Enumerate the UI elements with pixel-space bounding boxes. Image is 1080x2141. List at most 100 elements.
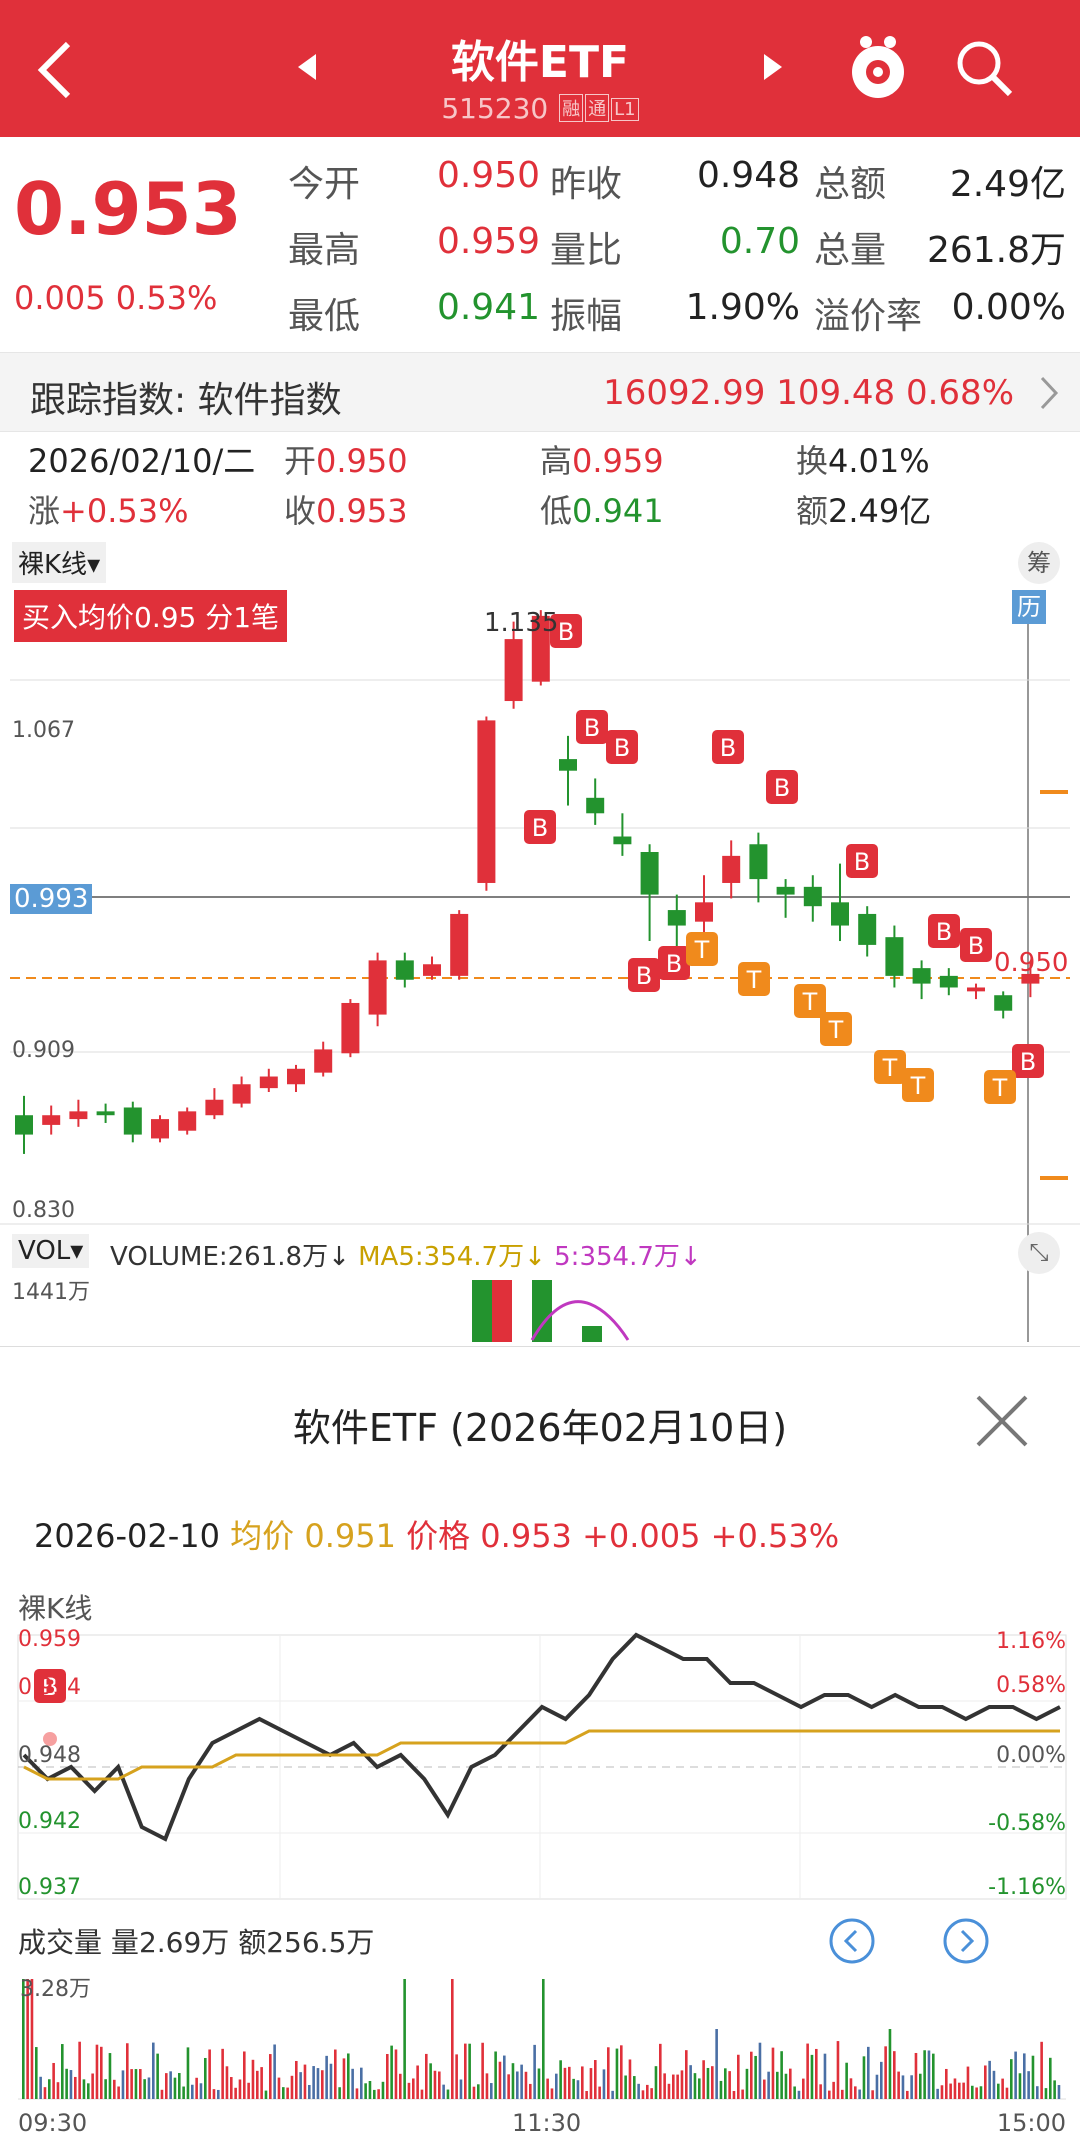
candle-body bbox=[749, 844, 768, 880]
yl-2: 0.948 bbox=[18, 1743, 81, 1768]
svg-text:B: B bbox=[584, 714, 600, 742]
trade-marker-t: T bbox=[984, 1070, 1016, 1104]
prev-day-icon[interactable] bbox=[828, 1917, 876, 1965]
vol-bar bbox=[654, 2066, 658, 2099]
quote-value: 1.90% bbox=[685, 287, 800, 328]
tracking-index-row[interactable]: 跟踪指数: 软件指数 16092.99 109.48 0.68% bbox=[0, 352, 1080, 432]
vol-bar bbox=[945, 2068, 948, 2099]
vol-bar bbox=[797, 2090, 801, 2099]
vol-bar bbox=[646, 2084, 649, 2099]
vol-bar bbox=[338, 2087, 341, 2099]
y-tick-1: 1.067 bbox=[12, 718, 75, 743]
vol-bar bbox=[1040, 2041, 1043, 2099]
badge-level: L1 bbox=[611, 98, 639, 121]
vol-bar bbox=[992, 2070, 996, 2099]
vol-bar bbox=[433, 2070, 437, 2099]
vol-bar bbox=[160, 2089, 164, 2099]
vol-bar bbox=[953, 2078, 957, 2099]
vol-bar bbox=[247, 2082, 250, 2099]
vol-bar bbox=[299, 2072, 302, 2099]
mascot-icon[interactable] bbox=[846, 32, 910, 104]
vol-bar bbox=[65, 2068, 68, 2099]
vol-bar bbox=[841, 2089, 844, 2099]
vol-bar bbox=[555, 2073, 558, 2099]
vol-bar bbox=[927, 2050, 931, 2099]
app-header: 软件ETF 515230 融通 L1 bbox=[0, 0, 1080, 137]
vol-bar bbox=[715, 2029, 718, 2099]
vol-bar bbox=[503, 2055, 506, 2099]
vol-bar bbox=[1014, 2051, 1017, 2099]
vol-bar bbox=[117, 2086, 120, 2099]
vol-bar bbox=[48, 2079, 51, 2099]
vol-bar bbox=[849, 2078, 853, 2099]
vol-bar bbox=[572, 2078, 575, 2099]
yr-4: -1.16% bbox=[988, 1875, 1066, 1900]
quote-value: 0.950 bbox=[436, 155, 540, 196]
yr-3: -0.58% bbox=[988, 1811, 1066, 1836]
vol-bar bbox=[412, 2078, 415, 2099]
quote-label: 今开 bbox=[288, 164, 361, 205]
vol-bar bbox=[884, 2046, 887, 2099]
info-high: 高0.959 bbox=[540, 442, 664, 480]
vol-bar bbox=[208, 2049, 211, 2099]
vol-bar bbox=[975, 2087, 978, 2099]
vol-bar bbox=[1053, 2080, 1056, 2099]
quote-value: 0.941 bbox=[436, 287, 540, 328]
vol-bar bbox=[568, 2066, 571, 2099]
vol-bar bbox=[758, 2042, 762, 2099]
vol-bar bbox=[628, 2059, 632, 2099]
candle-body bbox=[776, 886, 795, 895]
vol-bar bbox=[559, 2060, 562, 2099]
vol-bar bbox=[858, 2089, 861, 2099]
expand-icon[interactable]: ⤡ bbox=[1018, 1232, 1060, 1274]
vol-bar bbox=[282, 2087, 285, 2099]
vol-bar bbox=[130, 2069, 133, 2099]
vol-bar bbox=[22, 1979, 25, 2099]
close-icon[interactable] bbox=[974, 1393, 1030, 1449]
next-day-icon[interactable] bbox=[942, 1917, 990, 1965]
vol-bar bbox=[243, 2051, 246, 2099]
vol-mode-select[interactable]: VOL▾ bbox=[12, 1234, 90, 1268]
vol-bar bbox=[377, 2089, 380, 2099]
quote-label: 昨收 bbox=[550, 164, 623, 205]
quote-value: 0.70 bbox=[719, 221, 800, 262]
vol-bar bbox=[260, 2067, 263, 2099]
quote-label: 量比 bbox=[550, 230, 623, 271]
next-stock-icon[interactable] bbox=[760, 52, 784, 82]
candle-body bbox=[287, 1068, 305, 1085]
vol-bar bbox=[971, 2085, 974, 2099]
vol-bar bbox=[121, 2070, 125, 2099]
vol-bar bbox=[87, 2083, 90, 2099]
history-button[interactable]: 历 bbox=[1012, 590, 1046, 624]
vol-bar bbox=[706, 2067, 710, 2099]
vol-bar bbox=[598, 2086, 601, 2099]
vol-bar bbox=[169, 2071, 172, 2099]
trade-marker-t: T bbox=[820, 1012, 852, 1046]
candle-body bbox=[586, 797, 605, 814]
svg-text:B: B bbox=[720, 734, 736, 762]
vol-bar bbox=[620, 2045, 623, 2099]
prev-stock-icon[interactable] bbox=[296, 52, 320, 82]
tracking-values: 16092.99 109.48 0.68% bbox=[603, 373, 1014, 413]
yr-0: 1.16% bbox=[996, 1629, 1066, 1654]
back-icon[interactable] bbox=[30, 38, 80, 102]
kline-mode-select[interactable]: 裸K线▾ bbox=[12, 542, 107, 583]
intraday-svg: B bbox=[17, 1632, 1067, 2100]
vol-bar bbox=[312, 2066, 315, 2099]
vol-bar bbox=[368, 2080, 372, 2099]
vol-summary: 成交量 量2.69万 额256.5万 bbox=[18, 1926, 375, 1959]
vol-bar bbox=[403, 1979, 406, 2099]
candle-body bbox=[423, 964, 441, 976]
vol-bar bbox=[581, 2066, 584, 2099]
chip-button[interactable]: 筹 bbox=[1018, 542, 1060, 584]
quote-panel: 0.953 0.005 0.53% 今开 0.950 昨收 0.948 总额 2.49亿最… bbox=[0, 137, 1080, 352]
vol-bar bbox=[407, 2082, 411, 2099]
quote-value: 0.959 bbox=[436, 221, 540, 262]
vol-bar bbox=[732, 2090, 736, 2099]
search-icon[interactable] bbox=[954, 38, 1016, 100]
vol-bar bbox=[386, 2054, 389, 2099]
vol-bar bbox=[680, 2070, 684, 2099]
vol-bar bbox=[819, 2084, 822, 2099]
